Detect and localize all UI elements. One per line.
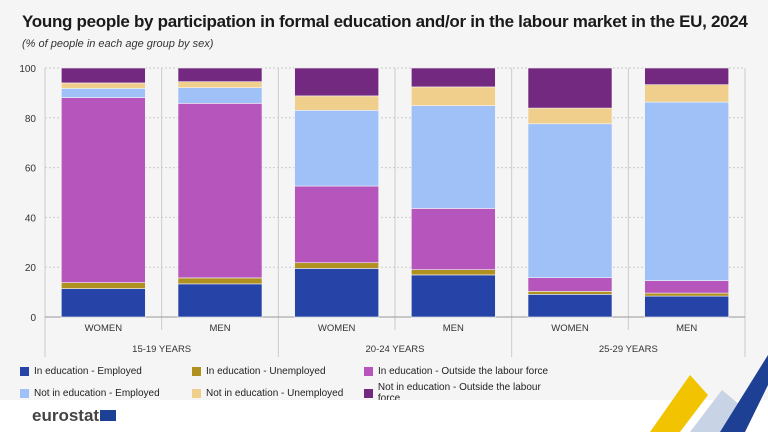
bar-segment: [61, 82, 146, 89]
legend-item: In education - Unemployed: [192, 366, 364, 377]
bar-segment: [61, 288, 146, 318]
bar-segment: [644, 84, 729, 103]
x-group-label: 20-24 YEARS: [366, 344, 425, 355]
bar-segment: [177, 277, 263, 285]
legend-item: Not in education - Outside the labour fo…: [364, 382, 564, 404]
y-tick-label: 100: [19, 64, 36, 75]
y-tick-label: 40: [25, 213, 37, 224]
bar-segment: [294, 262, 379, 269]
x-category-label: MEN: [443, 323, 464, 334]
eurostat-logo: eurostat: [32, 406, 100, 425]
x-category-label: WOMEN: [318, 323, 356, 334]
legend-swatch: [20, 367, 29, 376]
legend-label: Not in education - Employed: [34, 387, 160, 399]
bar-segment: [177, 67, 263, 82]
footer: [0, 400, 768, 432]
y-tick-label: 60: [25, 164, 37, 175]
bar-segment: [527, 291, 613, 295]
bar-segment: [527, 294, 613, 318]
bar-segment: [527, 123, 613, 278]
legend-label: Not in education - Outside the labour fo…: [377, 382, 541, 404]
bar-segment: [61, 67, 146, 84]
bar-segment: [411, 67, 496, 88]
y-tick-label: 80: [25, 114, 37, 125]
legend: In education - Employed In education - Un…: [20, 366, 564, 404]
legend-label: In education - Employed: [34, 366, 142, 377]
x-category-label: WOMEN: [551, 323, 589, 334]
bar-segment: [177, 283, 263, 318]
bar-segment: [644, 101, 729, 281]
bar-segment: [644, 292, 729, 297]
legend-item: Not in education - Unemployed: [192, 382, 364, 404]
bar-segment: [411, 269, 496, 276]
bar-segment: [411, 105, 496, 209]
bar-segment: [527, 277, 613, 292]
legend-label: In education - Unemployed: [206, 366, 326, 377]
legend-swatch: [192, 388, 201, 398]
legend-item: Not in education - Employed: [20, 382, 192, 404]
legend-item: In education - Outside the labour force: [364, 366, 564, 377]
x-category-label: MEN: [209, 323, 230, 334]
legend-swatch: [364, 388, 373, 398]
bar-segment: [61, 97, 146, 283]
legend-swatch: [20, 388, 29, 398]
chart-subtitle: (% of people in each age group by sex): [22, 38, 214, 50]
chart-title: Young people by participation in formal …: [22, 12, 748, 31]
x-category-label: WOMEN: [85, 323, 123, 334]
bar-segment: [527, 107, 613, 125]
bar-segment: [294, 185, 379, 264]
bar-segment: [644, 67, 729, 85]
eu-flag-icon: [100, 410, 116, 421]
y-tick-label: 0: [30, 313, 36, 324]
bar-segment: [644, 280, 729, 294]
bar-segment: [177, 87, 263, 104]
stacked-bar-chart: 0 20 40 60 80 100 WOMEN MEN WOMEN MEN WOMEN MEN 15-1…: [19, 64, 746, 357]
bar-segment: [411, 208, 496, 270]
bar-segment: [294, 268, 379, 318]
legend-item: In education - Employed: [20, 366, 192, 377]
bar-segment: [294, 67, 379, 97]
bar-segment: [294, 95, 379, 111]
bar-segment: [177, 103, 263, 279]
legend-label: In education - Outside the labour force: [378, 366, 549, 377]
legend-label: Not in education - Unemployed: [206, 387, 344, 399]
legend-swatch: [192, 367, 201, 376]
bar-segment: [294, 110, 379, 187]
x-group-label: 15-19 YEARS: [132, 344, 191, 355]
bar-segment: [411, 86, 496, 106]
bar-segment: [644, 295, 729, 318]
legend-swatch: [364, 367, 373, 376]
bar-segment: [61, 282, 146, 289]
bar-segment: [527, 67, 613, 109]
x-category-label: MEN: [676, 323, 697, 334]
y-tick-label: 20: [25, 263, 37, 274]
x-group-label: 25-29 YEARS: [599, 344, 658, 355]
decorative-chevron-icon: [650, 355, 768, 432]
bar-segment: [61, 88, 146, 98]
bar-segment: [411, 274, 496, 318]
bar-segment: [177, 81, 263, 88]
